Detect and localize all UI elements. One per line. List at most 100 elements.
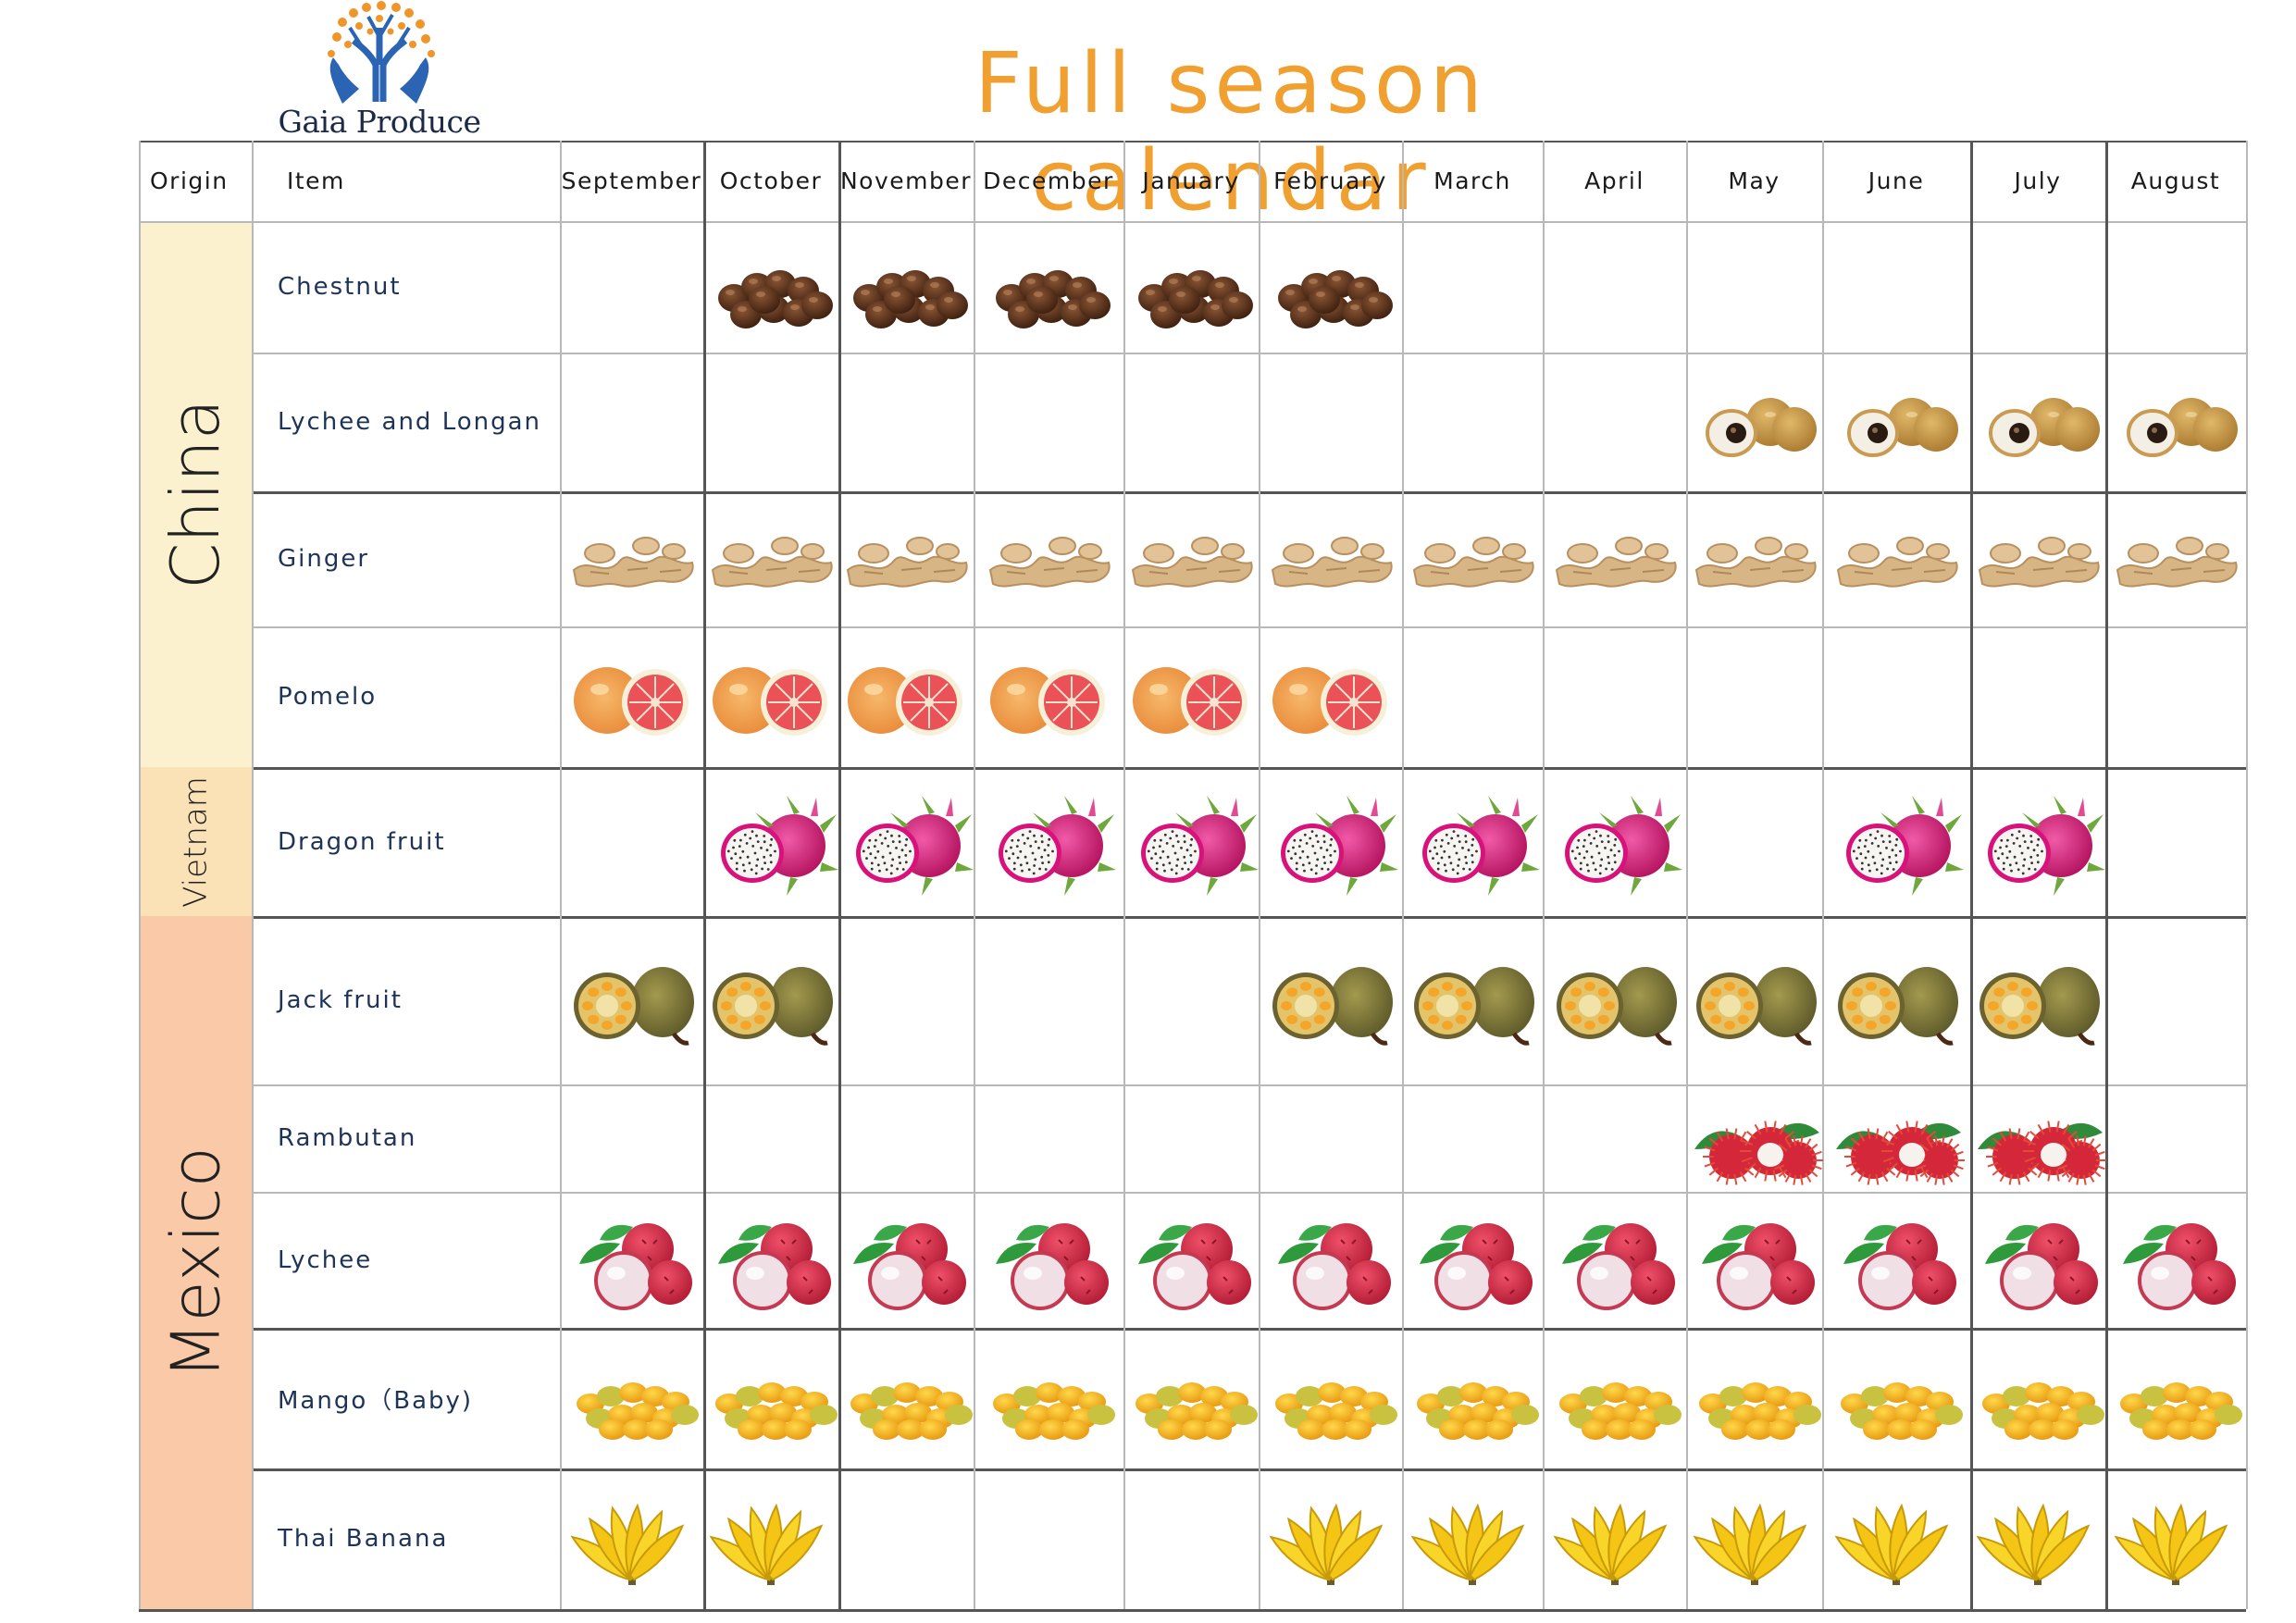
dragon-fruit-icon: [1261, 788, 1400, 899]
pomelo-icon: [563, 643, 701, 754]
ginger-icon: [1403, 505, 1542, 616]
item-label: Lychee and Longan: [278, 408, 542, 436]
lychee-icon: [1968, 1207, 2107, 1318]
item-label: Ginger: [278, 545, 370, 573]
ginger-icon: [701, 505, 840, 616]
lychee-icon: [979, 1207, 1118, 1318]
origin-band-china: [139, 221, 252, 767]
mango-icon: [1827, 1344, 1966, 1456]
column-header-month: March: [1433, 167, 1511, 194]
row-divider: [252, 916, 2246, 919]
column-divider: [252, 141, 254, 1609]
column-header-month: January: [1142, 167, 1240, 194]
pomelo-icon: [1122, 643, 1260, 754]
ginger-icon: [1685, 505, 1824, 616]
pomelo-icon: [837, 643, 975, 754]
banana-icon: [563, 1485, 701, 1596]
row-divider: [252, 626, 2246, 628]
chestnut-icon: [837, 233, 975, 344]
item-label: Thai Banana: [278, 1525, 449, 1553]
lychee-icon: [563, 1207, 701, 1318]
pomelo-icon: [1261, 643, 1400, 754]
mango-icon: [701, 1344, 840, 1456]
header-divider: [139, 221, 2246, 223]
column-header-item: Item: [287, 167, 345, 194]
banana-icon: [1827, 1485, 1966, 1596]
column-header-month: May: [1728, 167, 1781, 194]
lychee-icon: [1122, 1207, 1260, 1318]
ginger-icon: [563, 505, 701, 616]
banana-icon: [1968, 1485, 2107, 1596]
dragon-fruit-icon: [701, 788, 840, 899]
tree-hands-icon: [328, 1, 435, 104]
longan-icon: [2106, 368, 2245, 479]
ginger-icon: [1827, 505, 1966, 616]
item-label: Chestnut: [278, 273, 402, 301]
origin-label: Mexico: [156, 1146, 234, 1380]
column-divider: [1686, 141, 1688, 1609]
column-divider: [974, 141, 975, 1609]
column-divider: [1970, 141, 1973, 1609]
banana-icon: [1545, 1485, 1684, 1596]
rambutan-icon: [1827, 1084, 1966, 1196]
column-divider: [2105, 141, 2108, 1609]
mango-icon: [2106, 1344, 2245, 1456]
mango-icon: [837, 1344, 975, 1456]
mango-icon: [1685, 1344, 1824, 1456]
table-bottom-border: [139, 1609, 2246, 1612]
mango-icon: [1968, 1344, 2107, 1456]
table-top-border: [139, 141, 2246, 142]
row-divider: [252, 767, 2246, 770]
ginger-icon: [1545, 505, 1684, 616]
lychee-icon: [2106, 1207, 2245, 1318]
jackfruit-icon: [1403, 947, 1542, 1058]
item-label: Mango（Baby): [278, 1386, 474, 1415]
season-calendar-table: China Vietnam Mexico Origin Item September Oct…: [139, 141, 2249, 1617]
column-divider: [1822, 141, 1824, 1609]
pomelo-icon: [701, 643, 840, 754]
banana-icon: [1261, 1485, 1400, 1596]
lychee-icon: [837, 1207, 975, 1318]
dragon-fruit-icon: [979, 788, 1118, 899]
column-divider: [1123, 141, 1125, 1609]
ginger-icon: [1968, 505, 2107, 616]
mango-icon: [1261, 1344, 1400, 1456]
item-label: Dragon fruit: [278, 827, 446, 856]
rambutan-icon: [1968, 1084, 2107, 1196]
jackfruit-icon: [1685, 947, 1824, 1058]
lychee-icon: [1545, 1207, 1684, 1318]
longan-icon: [1827, 368, 1966, 479]
longan-icon: [1685, 368, 1824, 479]
mango-icon: [563, 1344, 701, 1456]
row-divider: [252, 1192, 2246, 1194]
lychee-icon: [1685, 1207, 1824, 1318]
banana-icon: [1685, 1485, 1824, 1596]
dragon-fruit-icon: [1122, 788, 1260, 899]
ginger-icon: [1122, 505, 1260, 616]
origin-band-mexico: [139, 916, 252, 1609]
brand-logo: Gaia Produce: [278, 0, 481, 141]
row-divider: [252, 491, 2246, 494]
lychee-icon: [1261, 1207, 1400, 1318]
rambutan-icon: [1685, 1084, 1824, 1196]
dragon-fruit-icon: [837, 788, 975, 899]
chestnut-icon: [701, 233, 840, 344]
jackfruit-icon: [563, 947, 701, 1058]
item-label: Lychee: [278, 1245, 373, 1274]
mango-icon: [979, 1344, 1118, 1456]
ginger-icon: [2106, 505, 2245, 616]
jackfruit-icon: [1261, 947, 1400, 1058]
column-divider: [703, 141, 706, 1609]
table-left-border: [139, 141, 141, 1609]
row-divider: [252, 1328, 2246, 1331]
column-header-month: July: [2014, 167, 2062, 194]
dragon-fruit-icon: [1968, 788, 2107, 899]
chestnut-icon: [979, 233, 1118, 344]
lychee-icon: [1827, 1207, 1966, 1318]
mango-icon: [1403, 1344, 1542, 1456]
row-divider: [252, 353, 2246, 354]
dragon-fruit-icon: [1545, 788, 1684, 899]
mango-icon: [1545, 1344, 1684, 1456]
column-header-month: April: [1584, 167, 1644, 194]
chestnut-icon: [1122, 233, 1260, 344]
